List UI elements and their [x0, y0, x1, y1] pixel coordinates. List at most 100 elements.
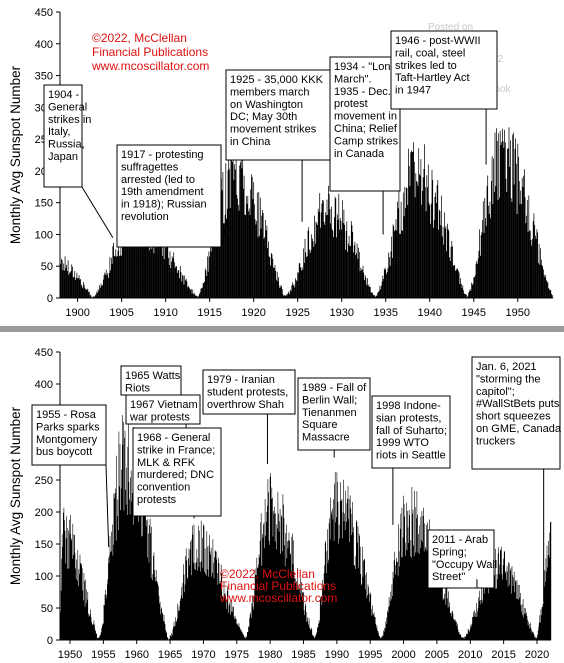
copyright-text: Financial Publications — [220, 579, 336, 593]
annotation-text: short squeezes — [476, 411, 551, 423]
annotation-text: Camp strikes — [334, 135, 399, 147]
x-tick-label: 2005 — [425, 649, 449, 661]
y-tick-label: 0 — [47, 293, 53, 305]
annotation-text: 1904 - — [48, 89, 80, 101]
annotation-text: Italy, — [48, 126, 70, 138]
x-tick-label: 1970 — [191, 649, 215, 661]
annotation-text: Riots — [125, 382, 151, 394]
y-tick-label: 450 — [35, 347, 53, 359]
annotation-text: #WallStBets puts — [476, 398, 560, 410]
annotation-text: bus boycott — [36, 446, 92, 458]
x-tick-label: 1920 — [241, 307, 265, 319]
panel-separator — [0, 326, 564, 332]
x-tick-label: 1980 — [258, 649, 282, 661]
x-tick-label: 1930 — [329, 307, 353, 319]
annotation-frame — [329, 56, 401, 192]
x-tick-label: 2020 — [525, 649, 549, 661]
annotation-text: Montgomery — [36, 434, 98, 446]
annotation-box: Jan. 6, 2021"storming thecapitol";#WallS… — [471, 356, 562, 470]
annotation-frame — [390, 30, 498, 110]
annotation-text: General — [48, 101, 87, 113]
annotation-text: 19th amendment — [121, 186, 204, 198]
annotation-text: war protests — [129, 411, 190, 423]
annotation-text: MLK & RFK — [137, 457, 196, 469]
x-tick-label: 1935 — [373, 307, 397, 319]
y-tick-label: 150 — [35, 198, 53, 210]
x-tick-label: 1960 — [124, 649, 148, 661]
annotation-frame — [471, 356, 561, 470]
annotation-text: protest — [334, 98, 368, 110]
annotation-text: 1998 Indone- — [376, 400, 441, 412]
annotation-arrow — [105, 464, 110, 548]
annotation-frame — [427, 529, 495, 589]
copyright-text: ©2022, McClellan — [92, 31, 187, 45]
annotation-frame — [297, 377, 371, 451]
annotation-text: Japan — [48, 151, 78, 163]
chart-top: Posted onDaily Shot04-Feb-2022@SoberLook… — [8, 7, 554, 319]
annotation-text: on GME, Canada — [476, 423, 562, 435]
copyright-text: www.mcoscillator.com — [219, 591, 337, 605]
annotation-text: 1965 Watts — [125, 370, 181, 382]
annotation-text: arrested (led to — [121, 174, 195, 186]
annotation-text: strikes in — [48, 114, 91, 126]
copyright-text: www.mcoscillator.com — [91, 59, 209, 73]
annotation-text: DC; May 30th — [230, 111, 297, 123]
y-tick-label: 0 — [47, 635, 53, 647]
annotation-text: Street" — [432, 571, 465, 583]
annotation-text: 1955 - Rosa — [36, 409, 97, 421]
annotation-text: 1968 - General — [137, 432, 210, 444]
annotation-text: 1917 - protesting — [121, 149, 204, 161]
annotation-text: 1989 - Fall of — [302, 382, 367, 394]
annotation-frame — [371, 395, 451, 469]
x-tick-label: 1985 — [291, 649, 315, 661]
x-tick-label: 2015 — [491, 649, 515, 661]
x-tick-label: 1995 — [358, 649, 382, 661]
annotation-text: Spring; — [432, 546, 467, 558]
annotation-frame — [125, 394, 201, 425]
copyright-text: ©2022, McClellan — [220, 567, 315, 581]
x-tick-label: 1950 — [506, 307, 530, 319]
annotation-text: 1967 Vietnam — [130, 399, 198, 411]
annotation-text: Russia, — [48, 139, 85, 151]
annotation-text: China; Relief — [334, 123, 398, 135]
annotation-text: Massacre — [302, 432, 350, 444]
annotation-text: riots in Seattle — [376, 450, 446, 462]
annotation-frame — [43, 84, 83, 188]
annotation-text: in 1947 — [395, 85, 431, 97]
annotation-text: in Canada — [334, 148, 385, 160]
annotation-arrow — [220, 221, 228, 248]
annotation-text: "Occupy Wall — [432, 559, 497, 571]
annotation-text: on Washington — [230, 99, 303, 111]
y-tick-label: 50 — [41, 603, 53, 615]
watermark-text: Posted on — [428, 22, 473, 33]
y-axis-label: Monthly Avg Sunspot Number — [8, 65, 23, 244]
annotation-text: capitol"; — [476, 386, 515, 398]
x-tick-label: 1940 — [418, 307, 442, 319]
x-tick-label: 1990 — [325, 649, 349, 661]
annotation-text: Jan. 6, 2021 — [476, 361, 537, 373]
copyright-text: Financial Publications — [92, 45, 208, 59]
annotation-text: revolution — [121, 211, 169, 223]
annotation-text: 1934 - "Long — [334, 61, 397, 73]
annotation-text: truckers — [476, 435, 516, 447]
annotation-text: murdered; DNC — [137, 469, 214, 481]
y-tick-label: 200 — [35, 507, 53, 519]
x-tick-label: 1915 — [197, 307, 221, 319]
y-tick-label: 250 — [35, 475, 53, 487]
annotation-frame — [225, 69, 335, 161]
annotation-text: 2011 - Arab — [432, 534, 488, 546]
y-tick-label: 100 — [35, 229, 53, 241]
y-axis-label: Monthly Avg Sunspot Number — [8, 406, 23, 585]
annotation-text: members march — [230, 86, 309, 98]
annotation-text: sian protests, — [376, 412, 441, 424]
annotation-text: Berlin Wall; — [302, 394, 357, 406]
y-tick-label: 50 — [41, 261, 53, 273]
x-tick-label: 1955 — [91, 649, 115, 661]
x-tick-label: 1925 — [285, 307, 309, 319]
annotation-text: 1979 - Iranian — [207, 374, 275, 386]
